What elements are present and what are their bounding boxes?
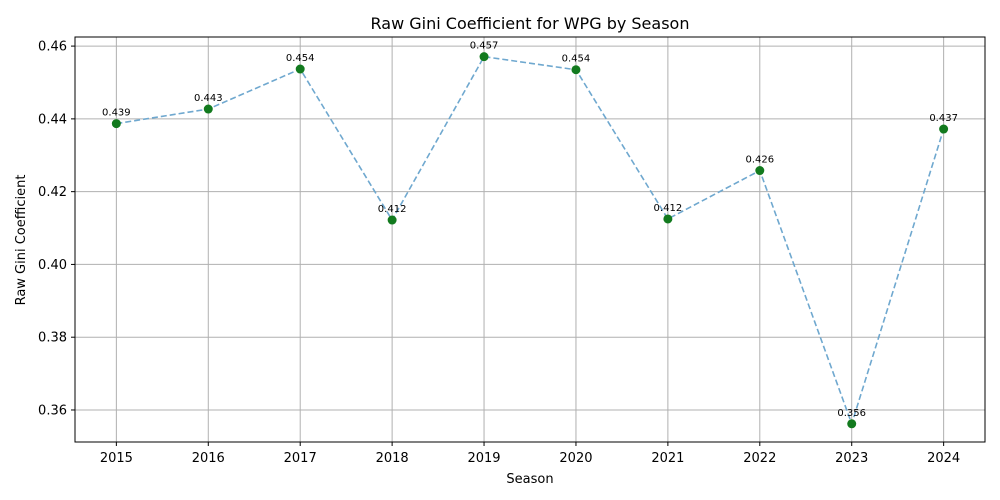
data-point: [111, 119, 121, 129]
data-label: 0.439: [102, 108, 131, 119]
x-tick-label: 2022: [743, 451, 776, 466]
x-axis-label: Season: [506, 472, 553, 487]
series-layer: 0.439 0.443 0.454 0.412 0.457 0.454 0.412 0.426…: [102, 41, 958, 429]
x-tick-label: 2021: [651, 451, 684, 466]
data-label: 0.437: [929, 113, 958, 124]
data-label: 0.443: [194, 93, 223, 104]
x-tick-label: 2016: [192, 451, 225, 466]
data-point: [387, 215, 397, 225]
tick-layer: 2015 2016 2017 2018 2019 2020 2021 2022 2023 2024…: [38, 40, 960, 466]
y-tick-label: 0.36: [38, 403, 67, 418]
data-label: 0.412: [378, 204, 407, 215]
y-tick-label: 0.46: [38, 40, 67, 55]
data-label: 0.457: [470, 41, 499, 52]
data-point: [571, 65, 581, 75]
chart-title: Raw Gini Coefficient for WPG by Season: [371, 14, 690, 33]
x-tick-label: 2023: [835, 451, 868, 466]
y-axis-label: Raw Gini Coefficient: [14, 175, 29, 306]
data-label: 0.426: [745, 155, 774, 166]
x-tick-label: 2024: [927, 451, 960, 466]
data-point: [663, 214, 673, 224]
data-label: 0.454: [286, 53, 315, 64]
data-point: [847, 419, 857, 429]
data-label: 0.412: [654, 203, 683, 214]
data-point: [295, 64, 305, 74]
data-point: [479, 52, 489, 62]
x-tick-label: 2017: [284, 451, 317, 466]
data-point: [203, 104, 213, 114]
y-tick-label: 0.42: [38, 185, 67, 200]
y-tick-label: 0.38: [38, 331, 67, 346]
plot-frame: [74, 36, 986, 443]
data-label: 0.454: [562, 54, 591, 65]
data-point: [755, 166, 765, 176]
x-tick-label: 2019: [467, 451, 500, 466]
y-tick-label: 0.44: [38, 112, 67, 127]
x-tick-label: 2020: [559, 451, 592, 466]
y-tick-label: 0.40: [38, 258, 67, 273]
series-line: [116, 55, 945, 427]
data-point: [939, 124, 949, 134]
x-tick-label: 2018: [376, 451, 409, 466]
x-tick-label: 2015: [100, 451, 133, 466]
data-label: 0.356: [837, 408, 866, 419]
grid-layer: [75, 37, 985, 442]
